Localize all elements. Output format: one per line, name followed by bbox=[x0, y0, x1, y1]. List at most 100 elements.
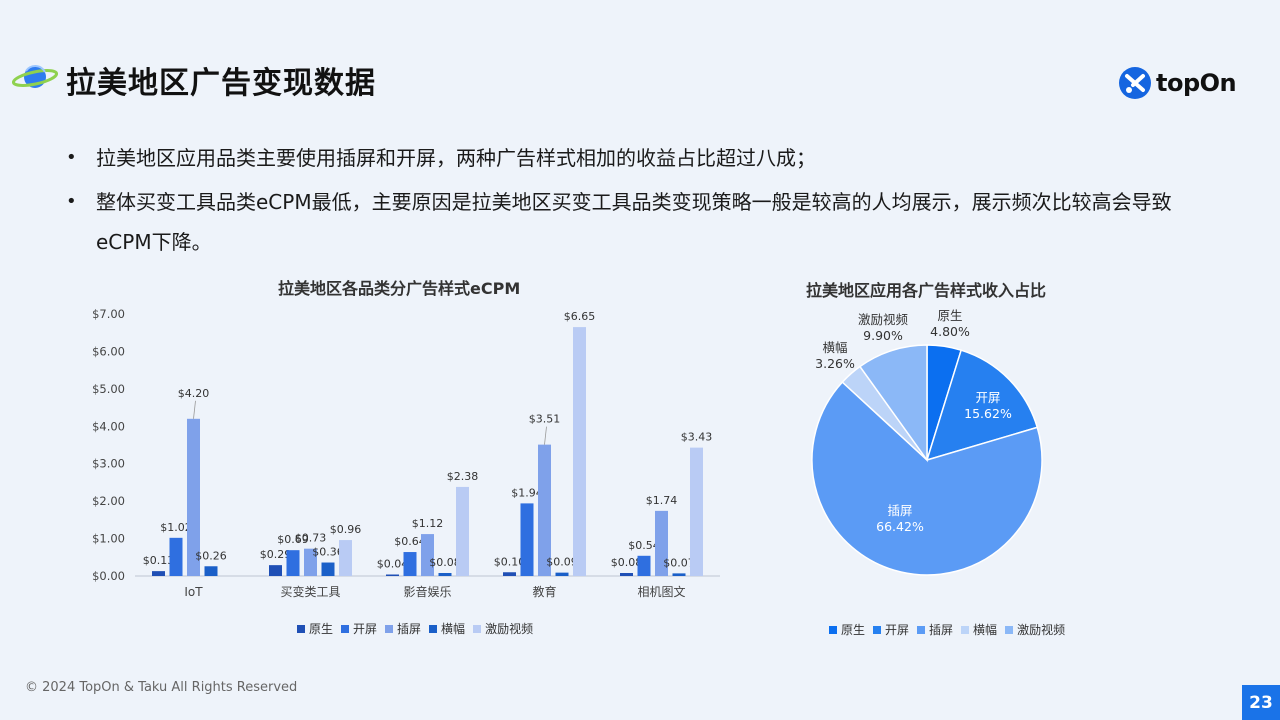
data-label: $1.12 bbox=[412, 517, 444, 530]
legend-swatch bbox=[961, 625, 970, 634]
topon-logo-icon bbox=[1119, 67, 1151, 99]
legend-label: 横幅 bbox=[973, 623, 998, 637]
legend-swatch bbox=[297, 624, 305, 633]
legend-label: 插屏 bbox=[929, 623, 954, 637]
data-label: $1.94 bbox=[511, 486, 543, 499]
slice-name-label: 插屏 bbox=[887, 503, 912, 518]
planet-icon bbox=[12, 65, 58, 88]
data-label: $0.26 bbox=[195, 549, 227, 562]
legend-label: 开屏 bbox=[353, 622, 378, 636]
legend-item: 原生 bbox=[829, 621, 865, 638]
bar bbox=[304, 548, 317, 576]
label-leader-line bbox=[544, 426, 547, 445]
y-tick-label: $3.00 bbox=[92, 457, 125, 471]
bar bbox=[187, 418, 200, 576]
legend-swatch bbox=[829, 625, 837, 634]
legend-swatch bbox=[341, 624, 350, 633]
pie-chart-legend: 原生 开屏 插屏 横幅 激励视频 bbox=[829, 621, 1073, 638]
bar bbox=[620, 573, 633, 576]
data-label: $0.08 bbox=[611, 556, 643, 569]
slice-name-label: 开屏 bbox=[975, 390, 1000, 405]
legend-item: 插屏 bbox=[917, 621, 953, 638]
bullet-dot-icon: • bbox=[66, 147, 77, 168]
bullet-text: 整体买变工具品类eCPM最低，主要原因是拉美地区买变工具品类变现策略一般是较高的… bbox=[96, 190, 1172, 254]
data-label: $4.20 bbox=[178, 387, 210, 400]
bar bbox=[655, 510, 668, 576]
bar bbox=[637, 555, 651, 576]
data-label: $1.02 bbox=[160, 521, 192, 534]
y-tick-label: $5.00 bbox=[92, 382, 125, 396]
pie-slice bbox=[811, 381, 1043, 576]
data-label: $0.10 bbox=[494, 555, 526, 568]
legend-swatch bbox=[429, 624, 438, 633]
x-tick-label: 影音娱乐 bbox=[403, 584, 451, 599]
bullet-list: • 拉美地区应用品类主要使用插屏和开屏，两种广告样式相加的收益占比超过八成； •… bbox=[66, 138, 1206, 266]
legend-label: 开屏 bbox=[885, 623, 910, 637]
bar bbox=[269, 565, 282, 576]
data-label: $6.65 bbox=[564, 310, 596, 323]
y-tick-label: $7.00 bbox=[92, 307, 125, 321]
bullet-dot-icon: • bbox=[66, 191, 77, 212]
bullet-item: • 拉美地区应用品类主要使用插屏和开屏，两种广告样式相加的收益占比超过八成； bbox=[66, 138, 1206, 178]
legend-item: 原生 bbox=[297, 620, 333, 637]
legend-item: 横幅 bbox=[429, 620, 465, 637]
pie-chart-title: 拉美地区应用各广告样式收入占比 bbox=[806, 281, 1047, 300]
data-label: $0.54 bbox=[628, 539, 660, 552]
bar bbox=[690, 447, 703, 576]
data-label: $0.64 bbox=[394, 535, 426, 548]
data-label: $3.51 bbox=[529, 413, 561, 426]
legend-item: 激励视频 bbox=[1005, 621, 1065, 638]
legend-item: 横幅 bbox=[961, 621, 997, 638]
data-label: $0.73 bbox=[295, 532, 327, 545]
bullet-text: 拉美地区应用品类主要使用插屏和开屏，两种广告样式相加的收益占比超过八成； bbox=[96, 146, 816, 170]
data-label: $0.96 bbox=[330, 523, 362, 536]
bar bbox=[403, 552, 417, 576]
page-title: 拉美地区广告变现数据 bbox=[66, 66, 376, 101]
legend-item: 开屏 bbox=[873, 621, 909, 638]
data-label: $0.04 bbox=[377, 558, 409, 571]
copyright-text: © 2024 TopOn & Taku All Rights Reserved bbox=[25, 680, 298, 695]
slice-name-label: 横幅 bbox=[822, 340, 847, 355]
x-tick-label: 买变类工具 bbox=[280, 584, 340, 599]
legend-label: 激励视频 bbox=[1017, 623, 1066, 637]
y-tick-label: $2.00 bbox=[92, 494, 125, 508]
legend-swatch bbox=[917, 625, 926, 634]
legend-swatch bbox=[385, 624, 394, 633]
bar-chart-title: 拉美地区各品类分广告样式eCPM bbox=[278, 279, 521, 298]
pie-slice bbox=[858, 344, 928, 463]
slice-value-label: 3.26% bbox=[815, 356, 855, 371]
bar bbox=[204, 566, 218, 576]
legend-swatch bbox=[473, 624, 482, 633]
label-leader-line bbox=[193, 400, 196, 419]
bar-chart: $0.00 $1.00 $2.00 $3.00 $4.00 $5.00 $6.00 $7.00… bbox=[92, 307, 720, 599]
legend-item: 插屏 bbox=[385, 620, 421, 637]
bar bbox=[152, 571, 165, 576]
bar bbox=[321, 562, 335, 576]
pie-slice bbox=[925, 349, 1039, 462]
bar bbox=[573, 327, 586, 576]
legend-label: 插屏 bbox=[397, 622, 422, 636]
y-tick-label: $0.00 bbox=[92, 569, 125, 583]
y-tick-label: $6.00 bbox=[92, 344, 125, 358]
legend-item: 激励视频 bbox=[473, 620, 533, 637]
legend-label: 横幅 bbox=[441, 622, 466, 636]
bar bbox=[286, 550, 300, 576]
bar bbox=[456, 486, 469, 576]
legend-swatch bbox=[873, 625, 882, 634]
y-tick-label: $1.00 bbox=[92, 532, 125, 546]
slice-name-label: 原生 bbox=[937, 308, 962, 323]
legend-label: 激励视频 bbox=[485, 622, 534, 636]
legend-item: 开屏 bbox=[341, 620, 377, 637]
bar bbox=[386, 574, 399, 576]
bar bbox=[538, 444, 551, 576]
bullet-item: • 整体买变工具品类eCPM最低，主要原因是拉美地区买变工具品类变现策略一般是较… bbox=[66, 182, 1206, 262]
slice-value-label: 9.90% bbox=[863, 328, 903, 343]
data-label: $0.36 bbox=[312, 546, 344, 559]
data-label: $0.07 bbox=[663, 556, 695, 569]
bar bbox=[555, 572, 569, 576]
slice-value-label: 4.80% bbox=[930, 324, 970, 339]
data-label: $0.13 bbox=[143, 554, 175, 567]
legend-swatch bbox=[1005, 625, 1014, 634]
x-tick-label: 教育 bbox=[532, 584, 556, 599]
data-label: $2.38 bbox=[447, 470, 479, 483]
